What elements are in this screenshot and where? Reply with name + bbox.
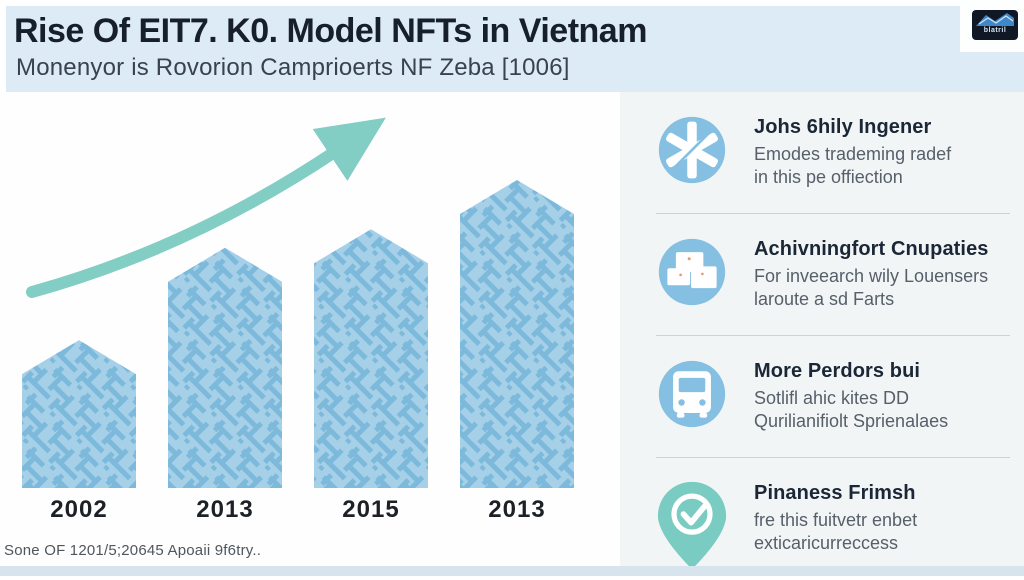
trend-arrow-icon <box>26 117 386 298</box>
bars-group <box>22 180 574 488</box>
sidebar-item-title: Achivningfort Cnupaties <box>754 238 989 260</box>
page-subtitle: Monenyor is Rovorion Camprioerts NF Zeba… <box>16 54 570 81</box>
badge-backdrop: blatril <box>960 0 1024 52</box>
sidebar-item-line: exticaricurreccess <box>754 533 899 553</box>
source-note: Sone OF 1201/5;20645 Apoaii 9f6try.. <box>4 542 262 559</box>
divider <box>656 457 1010 458</box>
bar-2013 <box>168 247 282 488</box>
bottom-strip <box>0 566 1024 576</box>
brand-logo-icon <box>976 13 1014 26</box>
sidebar-item-line: laroute a sd Farts <box>754 289 895 309</box>
sidebar-item-line: in this pe offiection <box>754 167 903 187</box>
brand-logo-text: blatril <box>983 27 1007 34</box>
sidebar-item-title: Johs 6hily Ingener <box>754 116 932 138</box>
divider <box>656 335 1010 336</box>
asterisk-icon <box>656 114 728 186</box>
sidebar-item-line: Sotlifl ahic kites DD <box>754 388 910 408</box>
sidebar-item-cnupaties: Achivningfort Cnupaties For inveearch wi… <box>620 214 1024 336</box>
bar-2013 <box>460 180 574 488</box>
bar-label: 2013 <box>196 496 254 523</box>
bus-icon <box>656 358 728 430</box>
sidebar-item-line: Emodes trademing radef <box>754 144 952 164</box>
bar-2002 <box>22 340 136 488</box>
bar-label: 2013 <box>488 496 546 523</box>
sidebar-item-line: fre this fuitvetr enbet <box>754 510 918 530</box>
page-title: Rise Of EIT7. K0. Model NFTs in Vietnam <box>14 12 647 50</box>
sidebar-item-title: More Perdors bui <box>754 360 921 382</box>
bar-chart <box>22 117 574 488</box>
header-band: Rise Of EIT7. K0. Model NFTs in Vietnam … <box>6 6 1024 92</box>
bar-label: 2015 <box>342 496 400 523</box>
sidebar-item-ingener: Johs 6hily Ingener Emodes trademing rade… <box>620 92 1024 214</box>
sidebar-item-perdors: More Perdors bui Sotlifl ahic kites DD Q… <box>620 336 1024 458</box>
divider <box>656 213 1010 214</box>
sidebar: Johs 6hily Ingener Emodes trademing rade… <box>620 92 1024 570</box>
boxes-icon <box>656 236 728 308</box>
sidebar-item-title: Pinaness Frimsh <box>754 482 916 504</box>
brand-logo-badge: blatril <box>972 10 1018 40</box>
sidebar-item-frimsh: Pinaness Frimsh fre this fuitvetr enbet … <box>620 458 1024 580</box>
bar-label: 2002 <box>50 496 108 523</box>
bar-2015 <box>314 229 428 488</box>
chart-panel: 2002 2013 2015 2013 Sone OF 1201/5;20645 Ap… <box>0 92 620 566</box>
sidebar-item-line: Qurilianifiolt Sprienalaes <box>754 411 949 431</box>
sidebar-item-line: For inveearch wily Louensers <box>754 266 989 286</box>
pin-check-icon <box>656 480 728 570</box>
